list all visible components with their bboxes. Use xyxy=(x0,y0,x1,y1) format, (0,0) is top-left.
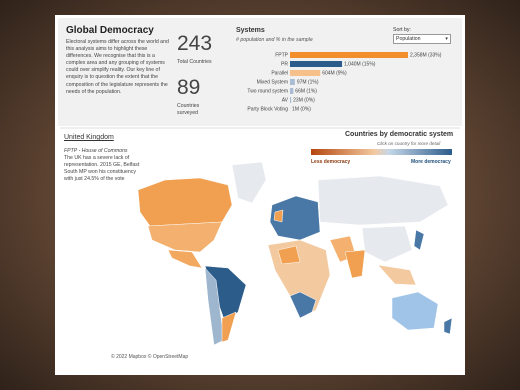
sort-selected: Population xyxy=(396,36,421,42)
title: Global Democracy xyxy=(66,25,154,36)
map-hint: Click on country for more detail xyxy=(377,141,441,146)
country[interactable] xyxy=(443,317,453,335)
value-label: 1M (0%) xyxy=(292,106,311,112)
category-label: PR xyxy=(281,61,288,67)
legend-low: Less democracy xyxy=(311,159,351,165)
value-label: 1,040M (15%) xyxy=(344,61,376,67)
category-label: Parallel xyxy=(271,70,288,76)
country-link[interactable]: United Kingdom xyxy=(64,134,114,141)
country[interactable] xyxy=(361,225,413,263)
description: Electoral systems differ across the worl… xyxy=(66,39,169,95)
kpi-value: 243 xyxy=(177,32,213,55)
country[interactable] xyxy=(269,195,321,241)
country-system: FPTP - House of Commons xyxy=(64,148,128,154)
value-label: 23M (0%) xyxy=(293,97,315,103)
country[interactable] xyxy=(317,175,449,226)
kpi-value: 89 xyxy=(177,76,201,99)
country[interactable] xyxy=(147,221,223,253)
country[interactable] xyxy=(273,209,284,223)
country-text: The UK has a severe lack of representati… xyxy=(64,155,140,182)
country[interactable] xyxy=(289,291,317,319)
country[interactable] xyxy=(167,249,203,269)
country[interactable] xyxy=(221,311,237,343)
country[interactable] xyxy=(344,249,366,279)
kpi-label: Total Countries xyxy=(177,59,212,65)
bar xyxy=(290,52,408,58)
value-label: 2,358M (33%) xyxy=(410,52,442,58)
country[interactable] xyxy=(231,161,267,204)
category-label: FPTP xyxy=(275,52,288,58)
country[interactable] xyxy=(413,229,425,251)
country[interactable] xyxy=(391,291,439,331)
bar xyxy=(290,61,343,67)
country[interactable] xyxy=(277,245,301,265)
bar xyxy=(290,70,321,76)
country[interactable] xyxy=(377,264,417,286)
country[interactable] xyxy=(204,267,225,346)
bar xyxy=(290,79,295,85)
kpi-label: Countries surveyed xyxy=(177,103,200,116)
value-label: 604M (9%) xyxy=(322,70,347,76)
category-label: Two round system xyxy=(247,88,288,94)
category-label: AV xyxy=(282,97,289,103)
bar xyxy=(290,97,292,103)
chart-subtitle: # population and % in the sample xyxy=(236,37,313,43)
value-label: 66M (1%) xyxy=(295,88,317,94)
world-map xyxy=(137,161,453,346)
dropdown-arrow: ▾ xyxy=(445,36,448,42)
map-title: Countries by democratic system xyxy=(345,131,454,138)
country[interactable] xyxy=(137,177,233,227)
category-label: Party Block Voting xyxy=(247,106,288,112)
category-label: Mixed System xyxy=(257,79,288,85)
legend-high: More democracy xyxy=(411,159,451,165)
legend-gradient xyxy=(311,149,452,155)
value-label: 97M (1%) xyxy=(297,79,319,85)
sort-label: Sort by: xyxy=(393,27,411,33)
bar xyxy=(290,88,294,94)
chart-title: Systems xyxy=(236,27,265,34)
sort-dropdown[interactable]: Population ▾ xyxy=(393,34,451,44)
attribution: © 2022 Mapbox © OpenStreetMap xyxy=(111,354,189,360)
